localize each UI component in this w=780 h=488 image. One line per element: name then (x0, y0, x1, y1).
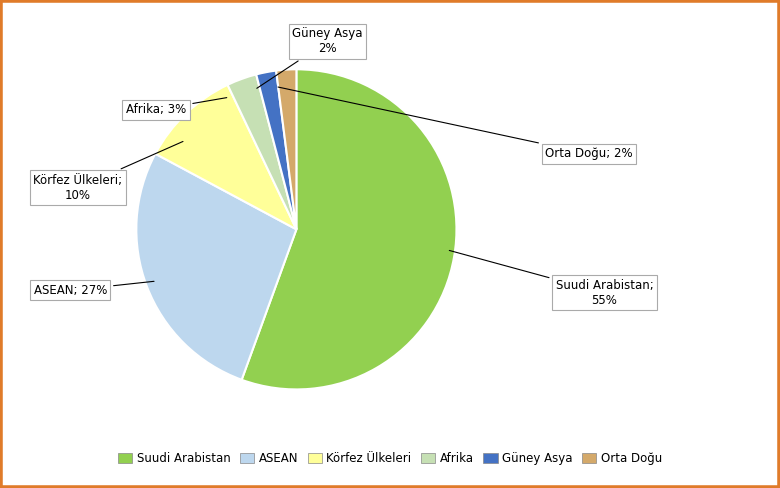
Text: Afrika; 3%: Afrika; 3% (126, 98, 227, 116)
Text: Suudi Arabistan;
55%: Suudi Arabistan; 55% (449, 250, 654, 307)
Wedge shape (242, 69, 456, 389)
Wedge shape (228, 75, 296, 229)
Text: ASEAN; 27%: ASEAN; 27% (34, 281, 154, 297)
Wedge shape (155, 85, 296, 229)
Wedge shape (136, 154, 296, 380)
Text: Orta Doğu; 2%: Orta Doğu; 2% (278, 87, 633, 160)
Text: Güney Asya
2%: Güney Asya 2% (257, 27, 363, 88)
Wedge shape (256, 71, 296, 229)
Text: Körfez Ülkeleri;
10%: Körfez Ülkeleri; 10% (34, 142, 183, 202)
Wedge shape (276, 69, 296, 229)
Legend: Suudi Arabistan, ASEAN, Körfez Ülkeleri, Afrika, Güney Asya, Orta Doğu: Suudi Arabistan, ASEAN, Körfez Ülkeleri,… (113, 447, 667, 470)
